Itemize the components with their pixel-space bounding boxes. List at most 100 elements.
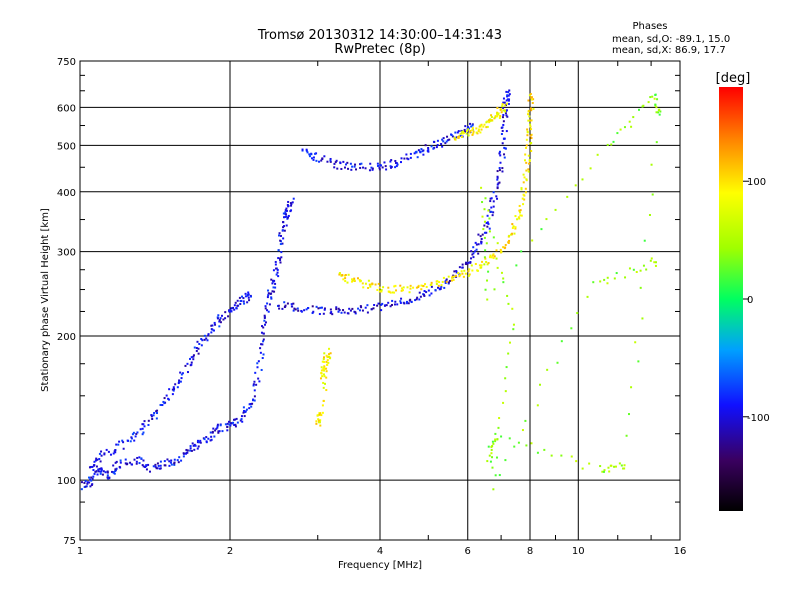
data-point	[417, 286, 420, 289]
y-tick-label: 100	[57, 476, 76, 487]
data-point	[603, 469, 606, 472]
data-point	[280, 256, 283, 259]
data-point	[457, 136, 460, 139]
data-point	[581, 178, 584, 181]
x-tick-label: 6	[465, 546, 471, 557]
data-point	[334, 161, 337, 164]
data-point	[381, 166, 384, 169]
data-point	[457, 272, 460, 275]
data-point	[396, 303, 399, 306]
data-point	[262, 332, 265, 335]
data-point	[503, 109, 506, 112]
data-point	[376, 162, 379, 165]
data-point	[315, 305, 318, 308]
data-point	[351, 307, 354, 310]
data-point	[395, 162, 398, 165]
data-point	[389, 305, 392, 308]
data-point	[215, 427, 218, 430]
x-tick-label: 10	[572, 546, 585, 557]
data-point	[589, 167, 592, 170]
data-point	[143, 420, 146, 423]
data-point	[425, 291, 428, 294]
data-point	[576, 312, 579, 315]
data-point	[492, 191, 495, 194]
data-point	[180, 373, 183, 376]
data-point	[420, 284, 423, 287]
data-point	[373, 303, 376, 306]
data-point	[277, 249, 280, 252]
data-point	[263, 315, 266, 318]
data-point	[112, 464, 115, 467]
data-point	[262, 326, 265, 329]
data-point	[426, 149, 429, 152]
data-point	[394, 166, 397, 169]
data-point	[115, 443, 118, 446]
data-point	[603, 278, 606, 281]
data-point	[389, 291, 392, 294]
data-point	[97, 468, 100, 471]
data-point	[511, 227, 514, 230]
data-point	[409, 284, 412, 287]
data-point	[619, 128, 622, 131]
data-point	[252, 399, 255, 402]
data-point	[481, 215, 484, 218]
data-point	[507, 102, 510, 105]
data-point	[495, 249, 498, 252]
data-point	[531, 102, 534, 105]
data-point	[492, 442, 495, 445]
data-point	[314, 152, 317, 155]
data-point	[267, 292, 270, 295]
data-point	[283, 229, 286, 232]
y-ticks: 75 100 200 300 400 500 600 750	[57, 57, 680, 547]
data-point	[264, 321, 267, 324]
data-point	[393, 285, 396, 288]
data-point	[243, 409, 246, 412]
data-point	[487, 119, 490, 122]
data-point	[95, 465, 98, 468]
data-point	[477, 252, 480, 255]
data-point	[491, 214, 494, 217]
data-point	[390, 159, 393, 162]
data-point	[240, 295, 243, 298]
data-point	[234, 423, 237, 426]
data-point	[168, 460, 171, 463]
data-point	[486, 279, 489, 282]
data-point	[218, 319, 221, 322]
data-point	[135, 460, 138, 463]
data-point	[393, 291, 396, 294]
data-point	[472, 132, 475, 135]
data-point	[429, 283, 432, 286]
data-point	[502, 113, 505, 116]
data-point	[273, 290, 276, 293]
data-point	[339, 161, 342, 164]
data-point	[388, 291, 391, 294]
data-point	[488, 121, 491, 124]
data-point	[323, 366, 326, 369]
data-point	[98, 467, 101, 470]
stats-heading: Phases	[632, 21, 667, 32]
data-point	[257, 360, 260, 363]
data-point	[329, 308, 332, 311]
data-point	[478, 264, 481, 267]
data-point	[283, 225, 286, 228]
data-point	[524, 191, 527, 194]
data-point	[500, 250, 503, 253]
data-point	[256, 362, 259, 365]
stats-line-x: mean, sd,X: 86.9, 17.7	[612, 45, 726, 56]
data-point	[361, 309, 364, 312]
data-point	[492, 200, 495, 203]
data-point	[306, 151, 309, 154]
data-point	[490, 448, 493, 451]
data-point	[266, 296, 269, 299]
data-point	[497, 182, 500, 185]
data-point	[507, 91, 510, 94]
data-point	[422, 149, 425, 152]
data-point	[267, 289, 270, 292]
data-point	[107, 450, 110, 453]
data-point	[84, 480, 87, 483]
data-point	[318, 421, 321, 424]
data-point	[207, 334, 210, 337]
data-point	[260, 343, 263, 346]
data-point	[284, 209, 287, 212]
data-point	[462, 275, 465, 278]
